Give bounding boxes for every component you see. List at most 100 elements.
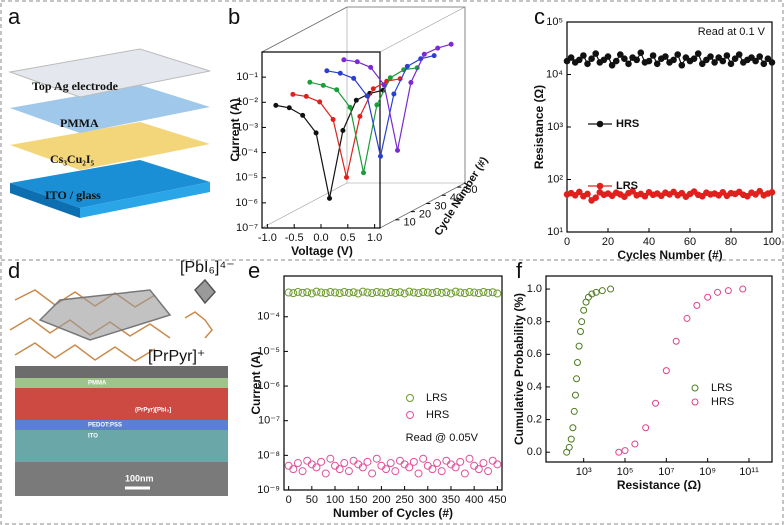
x-tick-label: -0.5 [285, 232, 304, 244]
y-tick-label: 0.2 [527, 413, 542, 425]
data-point [756, 53, 764, 60]
data-point [575, 56, 583, 64]
data-point [724, 287, 732, 295]
x-tick-label: 200 [372, 494, 390, 506]
data-point [317, 457, 326, 466]
data-point [575, 342, 583, 350]
legend-marker [691, 384, 699, 392]
data-point [300, 112, 306, 118]
data-point [768, 59, 776, 66]
data-point [331, 288, 340, 297]
x-tick-label: 300 [419, 494, 437, 506]
data-point [690, 55, 698, 62]
data-point [312, 287, 321, 296]
layer-ito [10, 160, 210, 208]
layer-ag [8, 48, 211, 98]
data-point [340, 127, 346, 133]
plot-frame [261, 51, 381, 229]
data-point [303, 288, 312, 297]
x-axis-label: Resistance (Ω) [617, 478, 701, 492]
z-tick-label: 40 [450, 192, 462, 204]
data-point [321, 289, 330, 298]
data-point [576, 327, 584, 335]
data-point [465, 454, 474, 463]
data-point [707, 53, 714, 60]
data-point [303, 93, 309, 99]
data-point [408, 80, 414, 86]
cation-label: [PrPyr]⁺ [148, 348, 205, 365]
data-point [608, 61, 616, 69]
data-point [448, 41, 454, 47]
x-tick-label: 10⁹ [699, 466, 716, 478]
data-point [377, 461, 386, 470]
data-point [565, 443, 573, 451]
data-point [368, 64, 374, 70]
data-point [419, 287, 428, 296]
data-point [442, 288, 451, 297]
data-point [405, 287, 414, 296]
data-point [584, 190, 591, 198]
x-axis-label: Number of Cycles (#) [333, 506, 453, 520]
data-point [326, 195, 332, 201]
data-point [317, 99, 323, 105]
x-axis-label: Voltage (V) [291, 244, 353, 258]
box-edge [261, 182, 348, 229]
data-point [580, 52, 587, 59]
data-point [334, 87, 340, 93]
data-point [307, 289, 316, 298]
panel-label: f [516, 258, 523, 283]
x-tick-label: 400 [465, 494, 483, 506]
data-point [484, 288, 493, 297]
series-line [309, 67, 418, 173]
data-point [584, 60, 591, 68]
data-point [357, 113, 363, 119]
data-point [386, 459, 395, 468]
data-point [674, 51, 682, 58]
z-tick-label: 30 [434, 200, 446, 212]
data-point [588, 55, 595, 62]
data-point [326, 454, 335, 463]
data-point [428, 465, 437, 474]
data-point [723, 52, 731, 59]
data-point [423, 461, 432, 470]
device-stack: Top Ag electrode PMMA Cs₃Cu₂I₅ ITO / gla… [8, 48, 211, 218]
data-point [760, 60, 768, 68]
data-point [456, 457, 465, 466]
x-tick-label: 40 [643, 236, 655, 248]
data-point [307, 79, 313, 85]
legend-label: HRS [616, 118, 639, 130]
data-point [604, 53, 612, 60]
data-point [381, 82, 387, 88]
data-point [752, 57, 759, 65]
data-point [768, 189, 776, 196]
data-point [446, 289, 455, 298]
legend-marker [596, 182, 604, 190]
data-point [739, 285, 747, 293]
data-point [405, 463, 414, 472]
data-point [649, 52, 657, 59]
x-tick-label: 450 [488, 494, 506, 506]
data-point [353, 97, 359, 103]
y-tick-label: 10⁵ [546, 16, 563, 28]
data-point [479, 459, 488, 468]
data-point [343, 174, 349, 180]
data-point [653, 60, 661, 68]
z-tick-label: 50 [465, 184, 477, 196]
box-edge [379, 6, 466, 53]
data-point [382, 465, 391, 474]
data-point [474, 465, 483, 474]
y-tick-label: 10⁻⁷ [258, 415, 280, 427]
layer-label: ITO / glass [45, 188, 101, 202]
data-point [395, 456, 404, 465]
data-point [404, 63, 410, 69]
x-tick-label: 150 [349, 494, 367, 506]
y-tick-label: 0.4 [527, 381, 542, 393]
x-tick-label: 0 [286, 494, 292, 506]
series-line [275, 89, 384, 199]
y-tick-label: 10² [547, 173, 563, 185]
data-point [284, 288, 293, 297]
data-point [423, 288, 432, 297]
data-point [621, 193, 628, 201]
y-axis-label: Current (A) [228, 98, 242, 161]
